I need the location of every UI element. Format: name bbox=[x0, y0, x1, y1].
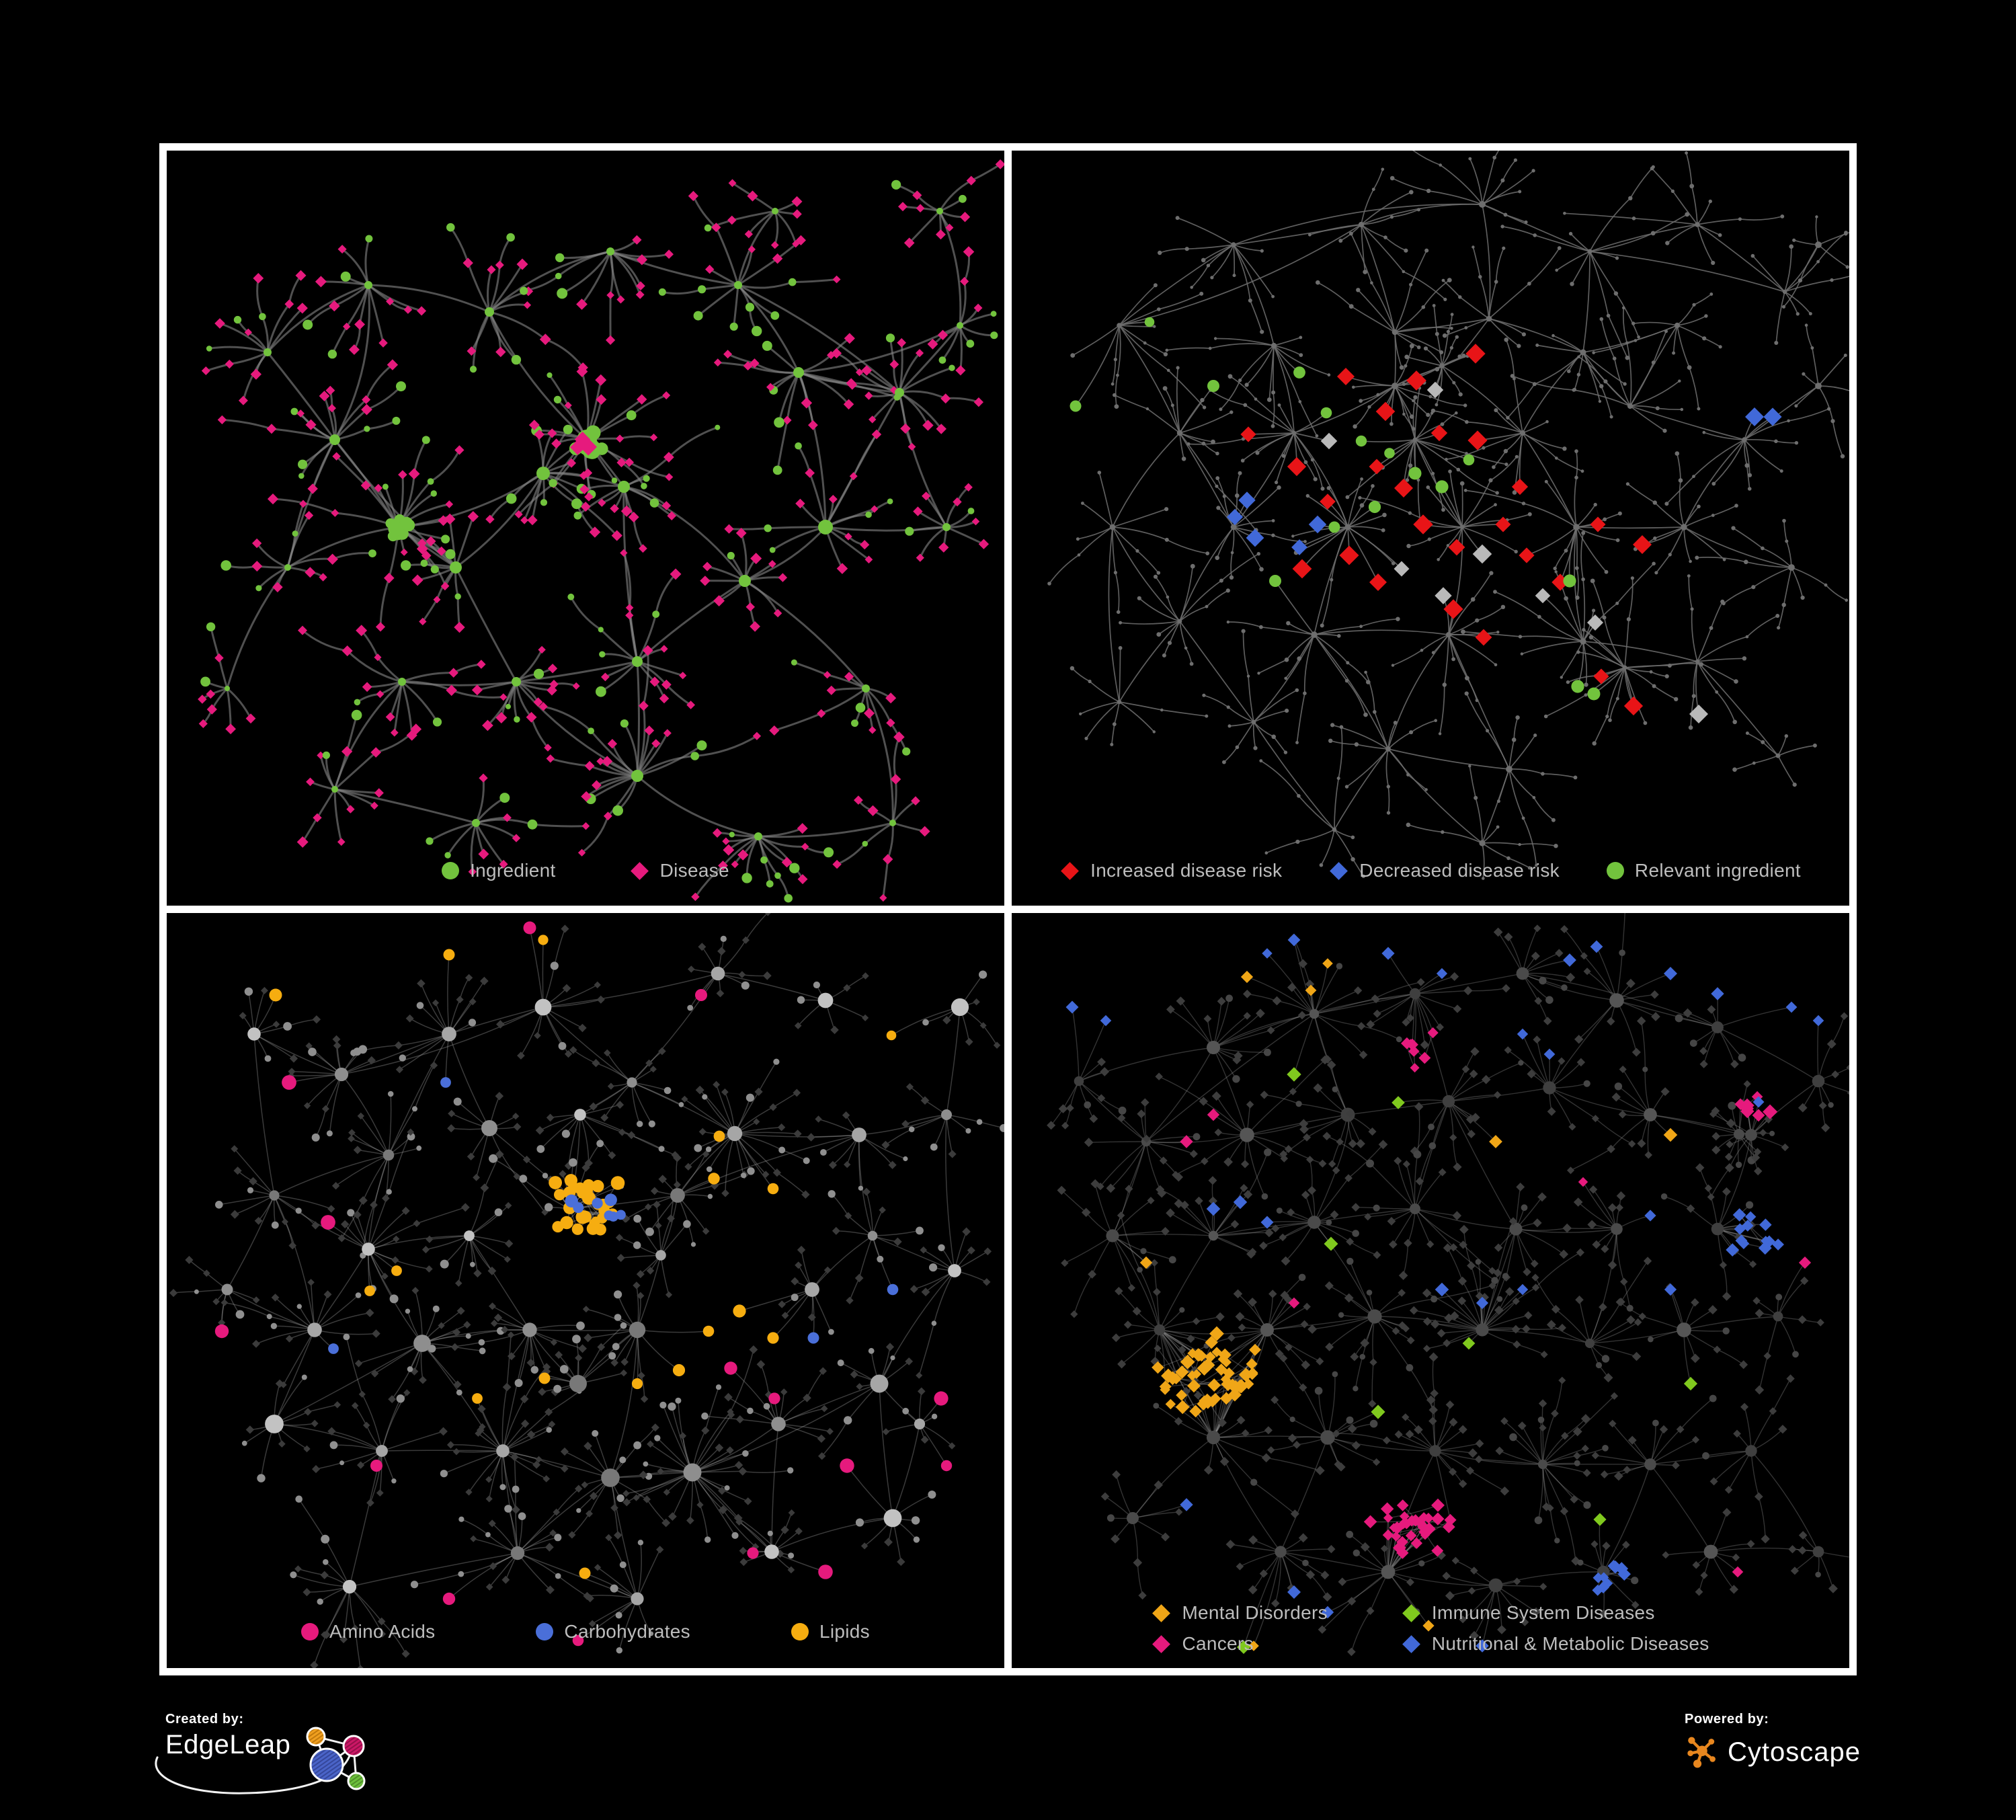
legend-marker-diamond-icon bbox=[1330, 861, 1348, 880]
legend-marker-circle-icon bbox=[301, 1623, 319, 1640]
legend-label: Cancers bbox=[1182, 1633, 1254, 1654]
cytoscape-branding: Powered by: Cytosc bbox=[1685, 1712, 1861, 1772]
legend-marker-diamond-icon bbox=[1152, 1604, 1171, 1622]
legend-marker-diamond-icon bbox=[630, 861, 649, 880]
cytoscape-logo-icon bbox=[1687, 1737, 1716, 1768]
panel-disease-risk: Increased disease risk Decreased disease … bbox=[1012, 151, 1849, 906]
legend-item-relevant-ingredient: Relevant ingredient bbox=[1606, 860, 1801, 881]
network-canvas-disease-risk-network bbox=[1047, 151, 1849, 880]
network-canvas-ingredient-disease-network bbox=[198, 159, 1004, 903]
network-canvas-ingredient-category-network bbox=[169, 913, 1004, 1668]
legend-label: Amino Acids bbox=[329, 1621, 436, 1642]
legend-label: Carbohydrates bbox=[564, 1621, 690, 1642]
legend-item-disease: Disease bbox=[630, 860, 729, 881]
legend-label: Relevant ingredient bbox=[1634, 860, 1801, 881]
legend-item-immune-system-diseases: Immune System Diseases bbox=[1402, 1602, 1709, 1624]
cytoscape-logo-text: Cytoscape bbox=[1728, 1737, 1861, 1767]
legend-label: Decreased disease risk bbox=[1359, 860, 1560, 881]
legend-label: Lipids bbox=[819, 1621, 870, 1642]
legend-ingredient-disease-network: Ingredient Disease bbox=[167, 860, 1004, 881]
legend-marker-circle-icon bbox=[536, 1623, 554, 1640]
edgeleap-branding: Created by: EdgeLeap bbox=[155, 1712, 367, 1798]
panel-grid-frame: Ingredient Disease Increased disease risk… bbox=[159, 143, 1857, 1675]
legend-item-amino-acids: Amino Acids bbox=[301, 1621, 435, 1643]
legend-item-mental-disorders: Mental Disorders bbox=[1152, 1602, 1328, 1624]
created-by-label: Created by: bbox=[165, 1712, 244, 1727]
legend-marker-circle-icon bbox=[442, 862, 460, 879]
legend-item-nutritional-metabolic-diseases: Nutritional & Metabolic Diseases bbox=[1402, 1633, 1709, 1655]
powered-by-label: Powered by: bbox=[1685, 1712, 1769, 1727]
panel-disease-categories: Mental Disorders Immune System Diseases Ca… bbox=[1012, 913, 1849, 1668]
legend-item-lipids: Lipids bbox=[791, 1621, 870, 1643]
edgeleap-logo-icon bbox=[306, 1727, 366, 1790]
legend-label: Disease bbox=[659, 860, 729, 881]
legend-item-carbohydrates: Carbohydrates bbox=[536, 1621, 690, 1643]
legend-item-increased-disease-risk: Increased disease risk bbox=[1060, 860, 1282, 881]
legend-marker-diamond-icon bbox=[1402, 1634, 1420, 1653]
legend-item-decreased-disease-risk: Decreased disease risk bbox=[1329, 860, 1560, 881]
legend-marker-diamond-icon bbox=[1061, 861, 1080, 880]
legend-marker-diamond-icon bbox=[1152, 1634, 1171, 1653]
legend-label: Immune System Diseases bbox=[1431, 1602, 1655, 1623]
legend-marker-circle-icon bbox=[1606, 862, 1624, 879]
legend-label: Nutritional & Metabolic Diseases bbox=[1431, 1633, 1709, 1654]
legend-marker-circle-icon bbox=[791, 1623, 809, 1640]
legend-label: Increased disease risk bbox=[1090, 860, 1283, 881]
legend-item-ingredient: Ingredient bbox=[442, 860, 556, 881]
legend-disease-category-network: Mental Disorders Immune System Diseases Ca… bbox=[1012, 1602, 1849, 1655]
edgeleap-logo-text: EdgeLeap bbox=[165, 1730, 291, 1759]
network-canvas-disease-category-network bbox=[1047, 913, 1849, 1657]
legend-marker-diamond-icon bbox=[1402, 1604, 1420, 1622]
legend-label: Mental Disorders bbox=[1182, 1602, 1328, 1623]
legend-disease-risk-network: Increased disease risk Decreased disease … bbox=[1012, 860, 1849, 881]
legend-label: Ingredient bbox=[470, 860, 556, 881]
legend-item-cancers: Cancers bbox=[1152, 1633, 1327, 1655]
panel-ingredient-categories: Amino Acids Carbohydrates Lipids bbox=[167, 913, 1004, 1668]
legend-ingredient-category-network: Amino Acids Carbohydrates Lipids bbox=[167, 1621, 1004, 1643]
panel-ingredient-disease: Ingredient Disease bbox=[167, 151, 1004, 906]
